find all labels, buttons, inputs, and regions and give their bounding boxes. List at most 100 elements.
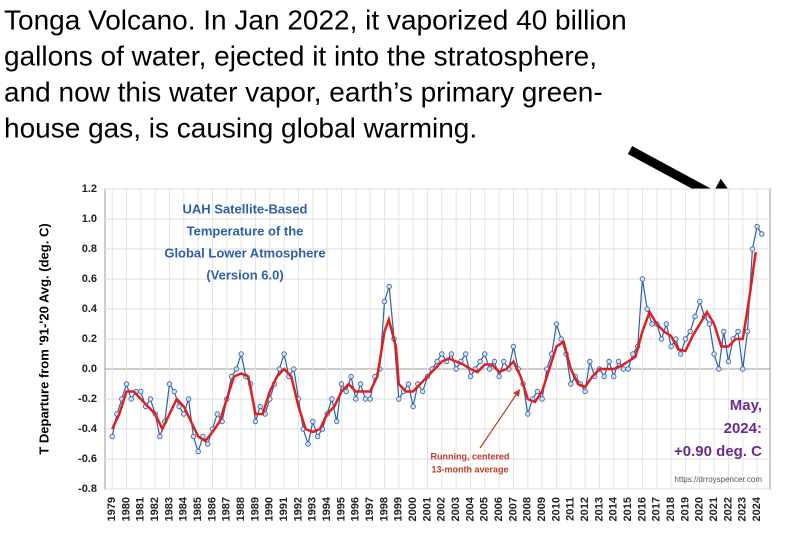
data-point	[749, 246, 756, 252]
data-point	[510, 343, 517, 350]
data-point	[410, 403, 416, 410]
data-point	[434, 358, 440, 365]
data-point	[252, 418, 259, 425]
data-point	[357, 381, 364, 387]
data-point	[448, 351, 455, 357]
data-point	[138, 388, 144, 395]
data-point	[553, 321, 560, 327]
data-point	[687, 328, 693, 335]
x-tick-label: 1981	[135, 497, 147, 521]
x-tick-label: 1986	[206, 497, 218, 521]
note-arrow	[479, 389, 521, 449]
data-point	[658, 336, 665, 342]
data-point	[587, 358, 593, 365]
y-tick-label: -0.2	[78, 393, 97, 405]
x-tick-label: 1987	[221, 497, 233, 521]
data-point	[348, 373, 354, 380]
data-point	[678, 351, 684, 357]
data-point	[525, 411, 531, 417]
data-point	[396, 396, 402, 402]
data-point	[147, 396, 154, 402]
data-point	[166, 381, 173, 387]
x-tick-label: 1983	[163, 497, 175, 521]
data-point	[420, 388, 426, 395]
x-tick-label: 2018	[665, 497, 677, 521]
data-point	[176, 403, 182, 410]
data-point	[721, 328, 727, 335]
data-point	[668, 343, 674, 350]
y-tick-label: 0.4	[82, 303, 98, 315]
x-tick-label: 1992	[292, 497, 304, 521]
data-point	[744, 328, 751, 335]
data-point	[362, 396, 369, 402]
data-point	[238, 351, 244, 357]
annotation: May,	[730, 397, 762, 414]
headline: and now this water vapor, earth’s primar…	[4, 76, 603, 107]
data-point	[740, 366, 746, 372]
average-line	[111, 251, 757, 443]
data-point	[214, 411, 220, 417]
annotation: +0.90 deg. C	[674, 443, 762, 460]
data-point	[386, 283, 392, 290]
data-point	[606, 358, 612, 365]
headline: gallons of water, ejected it into the st…	[4, 40, 597, 71]
x-tick-label: 2010	[550, 497, 562, 521]
data-point	[291, 366, 297, 372]
x-tick-label: 1988	[235, 497, 247, 521]
y-tick-label: 1.0	[82, 213, 97, 225]
x-tick-label: 2019	[679, 497, 691, 521]
data-point	[692, 313, 698, 320]
data-point	[759, 231, 765, 237]
note: Running, centered	[430, 451, 509, 461]
data-point	[310, 418, 316, 425]
data-point	[257, 403, 263, 410]
data-point	[367, 396, 373, 402]
x-tick-label: 2011	[565, 497, 577, 521]
data-point	[190, 433, 197, 440]
data-point	[697, 298, 703, 305]
data-point	[716, 366, 722, 372]
data-point	[496, 373, 502, 380]
y-axis-label: T Departure from '91-'20 Avg. (deg. C)	[36, 223, 51, 454]
source: https://drroyspencer.com	[674, 475, 762, 484]
x-tick-label: 1990	[264, 497, 276, 521]
x-tick-label: 1995	[335, 497, 347, 521]
x-tick-label: 2022	[722, 497, 734, 521]
x-tick-label: 2014	[608, 496, 620, 521]
data-point	[233, 366, 240, 372]
annotation: 2024:	[724, 420, 762, 437]
x-tick-label: 2001	[421, 497, 433, 521]
y-tick-label: -0.4	[78, 423, 98, 435]
data-point	[343, 388, 349, 395]
x-tick-label: 2020	[694, 497, 706, 521]
data-point	[568, 381, 574, 387]
data-point	[582, 388, 588, 395]
data-point	[405, 381, 412, 387]
x-tick-label: 2016	[636, 497, 648, 521]
data-point	[334, 418, 340, 425]
x-tick-label: 1996	[350, 497, 362, 521]
data-point	[157, 433, 163, 440]
y-tick-label: -0.8	[78, 483, 97, 495]
data-point	[314, 433, 321, 440]
x-tick-label: 1994	[321, 496, 333, 521]
data-point	[453, 366, 459, 372]
x-tick-label: 1993	[307, 497, 319, 521]
data-point	[663, 321, 670, 327]
data-point	[482, 351, 488, 357]
x-tick-label: 2021	[708, 497, 720, 521]
y-tick-label: 0.2	[82, 333, 97, 345]
data-point	[353, 396, 359, 402]
data-point	[477, 358, 483, 365]
headline: Tonga Volcano. In Jan 2022, it vaporized…	[4, 4, 627, 35]
data-point	[539, 396, 545, 402]
x-tick-label: 2012	[579, 497, 591, 521]
data-point	[754, 223, 760, 230]
x-tick-label: 2000	[407, 497, 419, 521]
x-tick-label: 2015	[622, 497, 634, 521]
y-tick-label: 0.6	[82, 273, 97, 285]
x-tick-label: 2003	[450, 497, 462, 521]
data-point	[467, 373, 474, 380]
x-tick-label: 1984	[178, 496, 190, 521]
